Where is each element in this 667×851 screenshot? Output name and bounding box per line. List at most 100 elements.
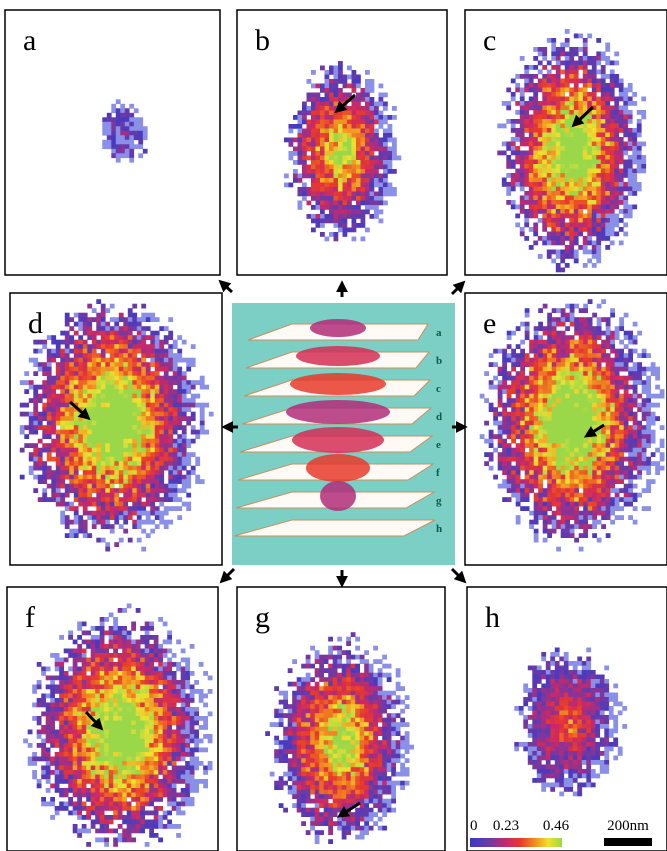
pixel (538, 403, 543, 408)
pixel (298, 201, 303, 206)
pixel (68, 649, 73, 654)
pixel (583, 358, 588, 363)
pixel (534, 430, 539, 435)
pixel (137, 448, 142, 453)
pixel (343, 151, 348, 156)
pixel (597, 371, 602, 376)
pixel (610, 178, 615, 183)
pixel (141, 479, 146, 484)
pixel (114, 389, 119, 394)
pixel (560, 268, 565, 273)
pixel (597, 434, 602, 439)
pixel (137, 403, 142, 408)
pixel (159, 457, 164, 462)
pixel (583, 493, 588, 498)
pixel (164, 376, 169, 381)
pixel (651, 421, 656, 426)
pixel (302, 192, 307, 197)
pixel (538, 497, 543, 502)
pixel (388, 138, 393, 143)
pixel (173, 493, 178, 498)
pixel (533, 133, 538, 138)
pixel (534, 425, 539, 430)
pixel (570, 340, 575, 345)
pixel (588, 493, 593, 498)
pixel (556, 466, 561, 471)
pixel (605, 169, 610, 174)
pixel (596, 236, 601, 241)
pixel (642, 448, 647, 453)
pixel (65, 353, 70, 358)
pixel (610, 110, 615, 115)
pixel (316, 165, 321, 170)
pixel (186, 470, 191, 475)
pixel (601, 124, 606, 129)
pixel (83, 389, 88, 394)
pixel (610, 196, 615, 201)
pixel (146, 520, 151, 525)
pixel (150, 511, 155, 516)
pixel (125, 153, 130, 158)
pixel (552, 434, 557, 439)
pixel (334, 205, 339, 210)
pixel (588, 380, 593, 385)
pixel (605, 43, 610, 48)
pixel (547, 461, 552, 466)
pixel (511, 412, 516, 417)
pixel (588, 470, 593, 475)
pixel (100, 622, 105, 627)
pixel (379, 93, 384, 98)
pixel (92, 524, 97, 529)
pixel (592, 191, 597, 196)
pixel (77, 676, 82, 681)
pixel (520, 196, 525, 201)
pixel (610, 209, 615, 214)
pixel (556, 110, 561, 115)
pixel (379, 102, 384, 107)
pixel (633, 398, 638, 403)
pixel (120, 108, 125, 113)
pixel (610, 218, 615, 223)
pixel (619, 110, 624, 115)
pixel (370, 84, 375, 89)
pixel (529, 191, 534, 196)
pixel (565, 326, 570, 331)
figure: abcdefgh abcdefgh 0 0.23 0.46 200nm (0, 0, 667, 851)
pixel (605, 56, 610, 61)
pixel (122, 676, 127, 681)
pixel (574, 389, 579, 394)
pixel (329, 124, 334, 129)
pixel (370, 174, 375, 179)
pixel (123, 484, 128, 489)
pixel (123, 371, 128, 376)
pixel (110, 376, 115, 381)
pixel (633, 389, 638, 394)
pixel (565, 412, 570, 417)
pixel (47, 362, 52, 367)
pixel (583, 497, 588, 502)
pixel (87, 412, 92, 417)
pixel (520, 74, 525, 79)
pixel (560, 209, 565, 214)
pixel (552, 520, 557, 525)
pixel (560, 250, 565, 255)
pixel (365, 102, 370, 107)
pixel (646, 466, 651, 471)
pixel (78, 479, 83, 484)
pixel (660, 394, 665, 399)
pixel (574, 488, 579, 493)
pixel (587, 56, 592, 61)
pixel (158, 617, 163, 622)
pixel (601, 56, 606, 61)
pixel (56, 412, 61, 417)
pixel (637, 466, 642, 471)
pixel (556, 340, 561, 345)
pixel (579, 326, 584, 331)
pixel (543, 524, 548, 529)
pixel (302, 138, 307, 143)
pixel (320, 84, 325, 89)
pixel (498, 385, 503, 390)
pixel (597, 385, 602, 390)
pixel (352, 169, 357, 174)
pixel (560, 43, 565, 48)
